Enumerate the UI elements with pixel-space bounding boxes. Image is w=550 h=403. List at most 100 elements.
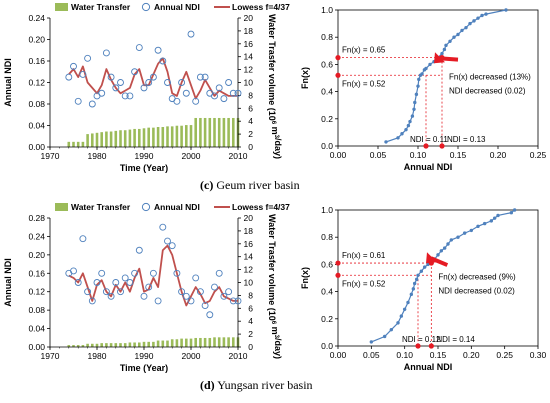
ndi-point <box>220 292 228 300</box>
ndi-point <box>201 73 209 81</box>
transfer-bar <box>100 132 103 147</box>
x-tick-label: 1970 <box>41 151 60 161</box>
y-tick-label: 0.2 <box>321 314 333 324</box>
y-tick-label: 0.4 <box>321 87 333 97</box>
ndi-point <box>140 292 148 300</box>
ecdf-point <box>369 340 374 344</box>
y2-axis-label-part: 6 <box>270 321 276 325</box>
x-tick-label: 0.15 <box>450 150 467 160</box>
transfer-bar <box>208 117 212 147</box>
legend-bar-swatch <box>55 203 68 211</box>
decrease-arrow-head <box>434 52 445 64</box>
label-fn-high: Fn(x) = 0.65 <box>342 46 386 55</box>
ecdf-point <box>412 281 417 286</box>
y2-axis-label-part: m <box>270 124 280 135</box>
transfer-bar <box>227 117 230 147</box>
ecdf-point <box>464 25 468 30</box>
ecdf-point <box>424 66 428 71</box>
transfer-bar <box>194 337 197 347</box>
ndi-point <box>88 297 96 305</box>
ecdf-point <box>413 100 417 105</box>
transfer-bar <box>128 129 132 147</box>
label-ndi-high: NDI = 0.13 <box>447 135 486 144</box>
ecdf-point <box>439 249 444 253</box>
label-note-fn-decrease: Fn(x) decreased (13%) <box>449 72 531 81</box>
ecdf-point <box>436 253 440 257</box>
transfer-bar <box>189 338 193 347</box>
x-tick-label: 1990 <box>135 151 154 161</box>
ndi-point <box>229 297 237 305</box>
transfer-bar <box>67 345 71 347</box>
transfer-bar <box>213 117 216 147</box>
y-tick-label: 0.08 <box>28 99 45 109</box>
ref-dot-ndi-low <box>415 343 421 349</box>
y2-tick-label: 8 <box>248 290 253 300</box>
ndi-point <box>79 70 87 78</box>
ndi-point <box>84 288 92 296</box>
ecdf-point <box>452 35 456 39</box>
ecdf-point <box>396 136 400 140</box>
x-tick-label: 0.15 <box>430 350 447 360</box>
x-tick-label: 0.00 <box>330 150 347 160</box>
transfer-bar <box>128 342 132 347</box>
x-tick-label: 0.10 <box>410 150 427 160</box>
ecdf-point <box>482 221 487 226</box>
transfer-bar <box>180 338 183 347</box>
y2-axis-label: Water Trasfer volume (106 m3/day) <box>267 214 283 359</box>
transfer-bar <box>147 127 150 147</box>
caption-text: Geum river basin <box>213 178 299 192</box>
ndi-point <box>112 279 120 286</box>
ecdf-point <box>448 39 452 43</box>
ndi-point <box>117 79 124 86</box>
y2-axis-label-part: /day) <box>273 138 283 159</box>
label-fn-high: Fn(x) = 0.61 <box>342 251 386 260</box>
ndi-point <box>154 297 162 305</box>
ecdf-point <box>406 123 411 128</box>
ecdf-point <box>480 13 484 18</box>
y-axis-label: Annual NDI <box>3 58 13 107</box>
ecdf-point <box>420 72 424 76</box>
transfer-bar <box>217 337 221 347</box>
y-tick-label: 0.24 <box>28 231 45 241</box>
x-axis-label: Annual NDI <box>404 162 453 172</box>
y-axis-label: Fn(x) <box>300 67 310 89</box>
ndi-point <box>154 46 162 54</box>
ndi-point <box>178 79 186 86</box>
ndi-point <box>131 68 139 76</box>
y2-axis-label-part: Water Trasfer volume (10 <box>267 14 277 121</box>
y2-axis-label-part: m <box>270 324 280 335</box>
x-tick-label: 0.30 <box>530 350 547 360</box>
ndi-point <box>140 84 148 92</box>
ndi-point <box>164 79 171 86</box>
ndi-point <box>98 269 106 277</box>
transfer-bar <box>95 343 99 347</box>
ndi-point <box>74 279 82 286</box>
figure-caption: (d) Yungsan river basin <box>200 378 313 392</box>
y2-tick-label: 10 <box>244 278 254 288</box>
transfer-bar <box>142 128 146 147</box>
ndi-point <box>201 302 209 309</box>
transfer-bar <box>114 130 118 147</box>
y-tick-label: 1.0 <box>321 205 333 215</box>
ndi-point <box>135 246 143 254</box>
ndi-point <box>145 283 153 291</box>
x-tick-label: 1990 <box>135 351 154 361</box>
y-tick-label: 0.04 <box>28 324 45 334</box>
label-ndi-low: NDI = 0.12 <box>402 335 441 344</box>
transfer-bar <box>81 345 85 347</box>
transfer-bar <box>109 343 113 347</box>
y2-tick-label: 16 <box>244 239 254 249</box>
transfer-bar <box>119 343 122 347</box>
x-tick-label: 0.05 <box>363 350 380 360</box>
transfer-bar <box>199 117 202 147</box>
transfer-bar <box>109 131 113 147</box>
ecdf-point <box>449 238 454 242</box>
ref-dot-ndi-high <box>428 343 434 349</box>
y2-axis-label: Water Trasfer volume (106 m3/day) <box>267 14 283 159</box>
y-tick-label: 0.6 <box>321 59 333 69</box>
caption-letter: (d) <box>200 378 215 392</box>
transfer-bar <box>213 337 216 347</box>
y-tick-label: 0.0 <box>321 341 333 351</box>
y2-axis-label-part: 3 <box>273 335 279 339</box>
transfer-bar <box>123 343 127 347</box>
